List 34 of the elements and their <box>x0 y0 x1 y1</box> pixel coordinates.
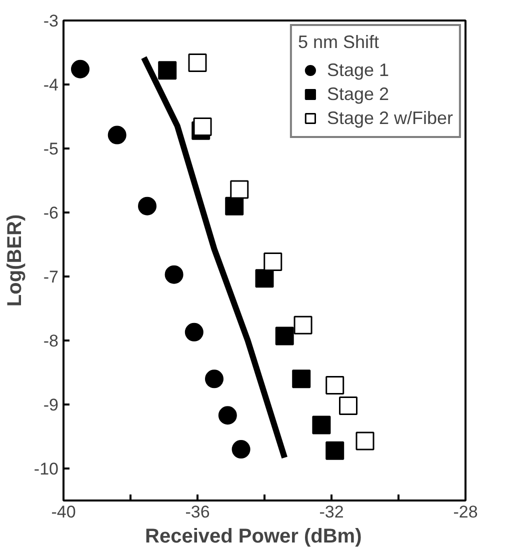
y-axis-title: Log(BER) <box>4 214 26 307</box>
y-tick-label: -10 <box>34 460 59 478</box>
x-tick-label: -40 <box>51 502 76 522</box>
point <box>205 370 224 388</box>
point <box>108 126 126 144</box>
point <box>326 441 344 460</box>
x-tick-label: -28 <box>453 502 478 522</box>
legend-label: Stage 1 <box>326 60 389 80</box>
legend-label: Stage 2 <box>326 84 389 104</box>
y-tick-label: -4 <box>43 76 59 94</box>
legend-label: Stage 2 w/Fiber <box>326 108 453 128</box>
point <box>275 326 294 346</box>
y-tick-label: -9 <box>43 396 59 414</box>
point <box>218 406 237 425</box>
point <box>225 196 244 216</box>
point <box>71 60 90 78</box>
point <box>164 265 184 284</box>
y-tick-label: -8 <box>43 332 59 350</box>
x-axis-title: Received Power (dBm) <box>145 526 362 548</box>
point <box>193 117 212 136</box>
y-tick-label: -3 <box>43 12 59 30</box>
y-tick-label: -6 <box>43 204 59 222</box>
legend-title: 5 nm Shift <box>298 32 380 53</box>
y-tick-label: -7 <box>43 268 59 286</box>
x-tick-label: -32 <box>319 502 344 522</box>
point <box>138 196 156 216</box>
point <box>158 61 177 80</box>
point <box>232 440 250 459</box>
y-tick-label: -5 <box>43 140 59 158</box>
point <box>184 322 204 342</box>
point <box>312 416 331 434</box>
point <box>292 370 311 388</box>
point <box>255 269 274 288</box>
x-tick-label: -36 <box>185 502 210 522</box>
